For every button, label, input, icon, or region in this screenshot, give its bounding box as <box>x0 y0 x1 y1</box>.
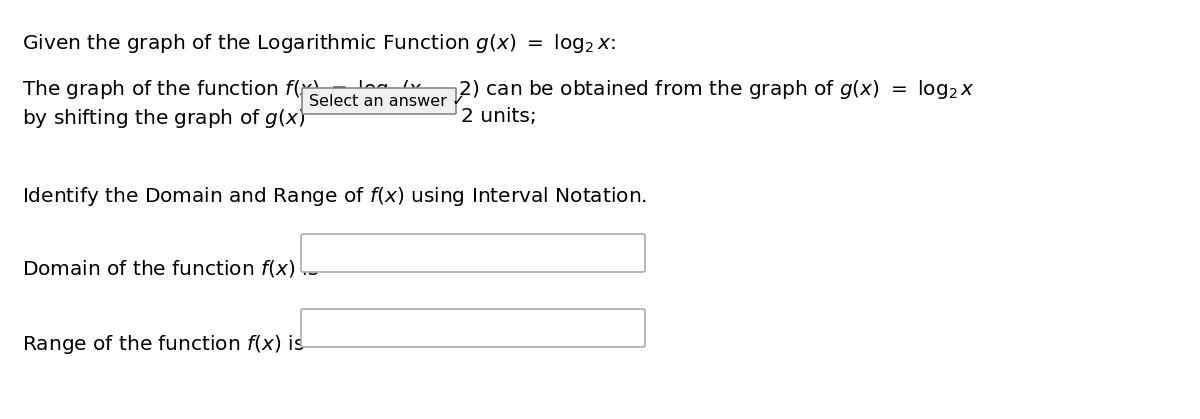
Text: The graph of the function $f(x)\ =\ \log_2(x\ -\ 2)$ can be obtained from the gr: The graph of the function $f(x)\ =\ \log… <box>22 78 976 101</box>
Text: Identify the Domain and Range of $f(x)$ using Interval Notation.: Identify the Domain and Range of $f(x)$ … <box>22 185 647 208</box>
Text: Given the graph of the Logarithmic Function $g(x)\ =\ \log_2 x$:: Given the graph of the Logarithmic Funct… <box>22 32 616 55</box>
FancyBboxPatch shape <box>302 88 456 114</box>
Text: 2 units;: 2 units; <box>461 107 536 126</box>
Text: Range of the function $f(x)$ is: Range of the function $f(x)$ is <box>22 333 305 356</box>
FancyBboxPatch shape <box>301 234 646 272</box>
FancyBboxPatch shape <box>301 309 646 347</box>
Text: by shifting the graph of $g(x)$: by shifting the graph of $g(x)$ <box>22 107 306 130</box>
Text: Domain of the function $f(x)$ is: Domain of the function $f(x)$ is <box>22 258 318 279</box>
Text: Select an answer ✓: Select an answer ✓ <box>310 94 466 109</box>
